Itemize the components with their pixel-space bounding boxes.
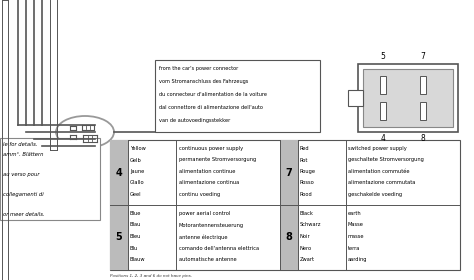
Bar	[0, 138, 100, 220]
Text: power aerial control: power aerial control	[179, 211, 230, 216]
Text: 5: 5	[116, 232, 122, 242]
Text: alimentazione continua: alimentazione continua	[179, 181, 239, 186]
Text: amm°. Blättern: amm°. Blättern	[3, 152, 44, 157]
Text: switched power supply: switched power supply	[348, 146, 407, 151]
Bar	[155, 60, 320, 132]
Text: 8: 8	[420, 134, 425, 143]
Text: dal connettore di alimentazione dell'auto: dal connettore di alimentazione dell'aut…	[159, 105, 263, 110]
Text: Positions 1, 2, 3 and 6 do not have pins.: Positions 1, 2, 3 and 6 do not have pins…	[110, 274, 192, 278]
Text: Blauw: Blauw	[130, 257, 146, 262]
Text: Rood: Rood	[300, 192, 313, 197]
Text: continuous power supply: continuous power supply	[179, 146, 243, 151]
Bar	[420, 102, 426, 120]
Text: Bleu: Bleu	[130, 234, 141, 239]
Text: terra: terra	[348, 246, 360, 251]
Bar	[420, 76, 426, 94]
Text: vom Stromanschluss des Fahrzeugs: vom Stromanschluss des Fahrzeugs	[159, 79, 248, 84]
Text: or meer details.: or meer details.	[3, 212, 45, 217]
Text: automatische antenne: automatische antenne	[179, 257, 237, 262]
Text: 4: 4	[381, 134, 385, 143]
Text: van de autovoedingsstekker: van de autovoedingsstekker	[159, 118, 230, 123]
Text: Rot: Rot	[300, 157, 309, 162]
Text: Gelb: Gelb	[130, 157, 142, 162]
Text: Black: Black	[300, 211, 314, 216]
Bar	[363, 69, 453, 127]
Text: Nero: Nero	[300, 246, 312, 251]
Text: geschaltete Stromversorgung: geschaltete Stromversorgung	[348, 157, 424, 162]
Text: earth: earth	[348, 211, 362, 216]
Text: 7: 7	[286, 167, 292, 178]
Text: antenne électrique: antenne électrique	[179, 234, 228, 239]
Text: Zwart: Zwart	[300, 257, 315, 262]
Bar	[348, 90, 363, 106]
Text: Schwarz: Schwarz	[300, 223, 321, 227]
Bar	[380, 102, 386, 120]
Bar	[110, 140, 128, 205]
Text: Blue: Blue	[130, 211, 141, 216]
Text: Blu: Blu	[130, 246, 138, 251]
Text: Jaune: Jaune	[130, 169, 144, 174]
Text: Masse: Masse	[348, 223, 364, 227]
Bar	[110, 205, 128, 270]
Text: aarding: aarding	[348, 257, 367, 262]
Bar	[358, 64, 458, 132]
Text: du connecteur d'alimentation de la voiture: du connecteur d'alimentation de la voitu…	[159, 92, 267, 97]
Text: Rouge: Rouge	[300, 169, 316, 174]
Text: Geel: Geel	[130, 192, 142, 197]
Text: 4: 4	[116, 167, 122, 178]
Bar	[280, 205, 298, 270]
Text: alimentazione commutata: alimentazione commutata	[348, 181, 415, 186]
Text: Yellow: Yellow	[130, 146, 146, 151]
Text: 5: 5	[381, 52, 385, 61]
Text: Rosso: Rosso	[300, 181, 315, 186]
Text: permanente Stromversorgung: permanente Stromversorgung	[179, 157, 256, 162]
Text: masse: masse	[348, 234, 365, 239]
Text: Red: Red	[300, 146, 310, 151]
Text: comando dell'antenna elettrica: comando dell'antenna elettrica	[179, 246, 259, 251]
Text: le for details.: le for details.	[3, 142, 37, 147]
Text: continu voeding: continu voeding	[179, 192, 220, 197]
Text: collegamenti di: collegamenti di	[3, 192, 44, 197]
Text: alimentation commutée: alimentation commutée	[348, 169, 410, 174]
Text: 8: 8	[285, 232, 292, 242]
Text: Blau: Blau	[130, 223, 141, 227]
Bar	[280, 140, 298, 205]
Text: from the car's power connector: from the car's power connector	[159, 66, 238, 71]
Text: 7: 7	[420, 52, 426, 61]
Text: Noir: Noir	[300, 234, 310, 239]
Text: Giallo: Giallo	[130, 181, 145, 186]
Text: geschakelde voeding: geschakelde voeding	[348, 192, 402, 197]
Text: au verso pour: au verso pour	[3, 172, 39, 177]
Text: alimentation continue: alimentation continue	[179, 169, 236, 174]
Bar	[110, 140, 460, 270]
Bar	[380, 76, 386, 94]
Text: Motorantennensteuerung: Motorantennensteuerung	[179, 223, 244, 227]
